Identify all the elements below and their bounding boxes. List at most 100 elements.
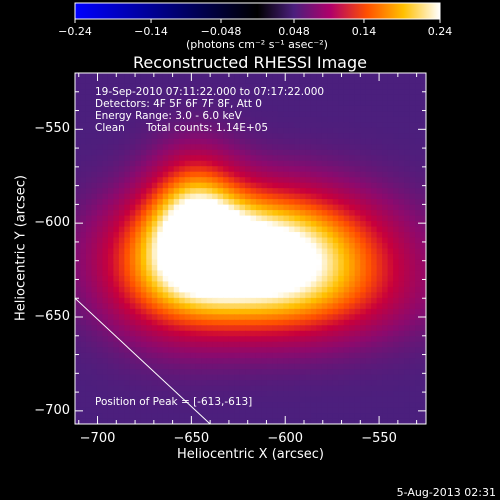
heatmap-cell [420,396,426,403]
heatmap-cell [91,248,98,255]
heatmap-cell [321,292,328,299]
heatmap-cell [382,286,389,293]
heatmap-cell [91,347,98,354]
heatmap-cell [409,402,416,409]
heatmap-cell [75,105,82,112]
heatmap-cell [255,330,263,337]
heatmap-cell [294,221,301,228]
heatmap-cell [371,292,378,299]
heatmap-cell [184,292,191,299]
heatmap-cell [398,325,405,332]
heatmap-cell [80,105,87,112]
heatmap-cell [371,89,378,96]
heatmap-cell [190,380,197,387]
heatmap-cell [239,336,246,343]
heatmap-cell [371,94,378,102]
heatmap-cell [162,100,169,107]
heatmap-cell [184,138,191,145]
heatmap-cell [223,281,230,288]
heatmap-cell [201,171,208,178]
heatmap-cell [162,210,169,217]
heatmap-cell [316,264,323,272]
heatmap-cell [239,358,246,365]
heatmap-cell [201,133,208,140]
heatmap-cell [212,275,219,282]
heatmap-cell [376,232,383,239]
heatmap-cell [124,144,131,151]
heatmap-cell [96,396,104,403]
heatmap-cell [371,138,378,145]
heatmap-cell [146,391,153,398]
heatmap-cell [118,352,125,359]
heatmap-cell [228,171,235,178]
heatmap-cell [223,292,230,299]
heatmap-cell [146,204,153,211]
heatmap-cell [195,243,202,250]
heatmap-cell [321,374,328,381]
heatmap-cell [327,248,334,255]
heatmap-cell [354,369,361,376]
heatmap-cell [393,396,400,403]
heatmap-cell [277,418,284,424]
heatmap-cell [239,89,246,96]
heatmap-cell [409,89,416,96]
heatmap-cell [135,149,142,156]
heatmap-cell [288,105,295,112]
heatmap-cell [316,188,323,195]
heatmap-cell [261,116,268,123]
heatmap-cell [223,177,230,184]
heatmap-cell [299,341,306,348]
heatmap-cell [80,221,87,228]
heatmap-cell [305,116,312,123]
heatmap-cell [140,369,147,376]
heatmap-cell [168,380,175,387]
heatmap-cell [140,127,147,134]
heatmap-cell [255,358,263,365]
heatmap-cell [223,188,230,195]
heatmap-cell [102,177,109,184]
heatmap-cell [310,166,317,173]
heatmap-cell [85,226,93,233]
heatmap-cell [349,385,356,392]
heatmap-cell [75,270,82,277]
heatmap-cell [179,100,186,107]
heatmap-cell [387,358,394,365]
colorbar [74,2,441,20]
heatmap-cell [250,297,257,304]
heatmap-cell [393,297,400,304]
heatmap-cell [124,374,131,381]
heatmap-cell [349,347,356,354]
heatmap-cell [228,83,235,91]
heatmap-cell [288,374,295,381]
heatmap-cell [195,369,202,376]
heatmap-cell [135,177,142,184]
heatmap-cell [316,73,323,80]
heatmap-cell [387,413,394,420]
heatmap-cell [206,253,213,261]
heatmap-cell [75,94,82,102]
heatmap-cell [305,204,312,211]
heatmap-cell [234,182,241,189]
heatmap-cell [365,286,372,293]
heatmap-cell [288,210,295,217]
heatmap-cell [316,226,323,233]
heatmap-cell [277,133,284,140]
heatmap-cell [195,166,202,173]
heatmap-cell [338,226,345,233]
heatmap-cell [420,105,426,112]
heatmap-cell [217,193,224,200]
heatmap-cell [415,330,422,337]
heatmap-cell [387,391,394,398]
heatmap-cell [124,237,131,244]
heatmap-cell [310,374,317,381]
heatmap-cell [234,149,241,156]
heatmap-cell [234,297,241,304]
heatmap-cell [299,380,306,387]
heatmap-cell [415,363,422,370]
heatmap-cell [420,155,426,162]
heatmap-cell [96,413,104,420]
heatmap-cell [349,391,356,398]
heatmap-cell [398,330,405,337]
heatmap-cell [288,155,295,162]
heatmap-cell [234,204,241,211]
